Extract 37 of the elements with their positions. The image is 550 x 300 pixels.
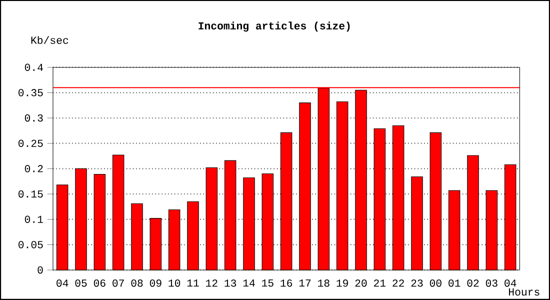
x-tick-label: 04 <box>56 280 68 287</box>
x-tick-label: 01 <box>448 280 460 287</box>
y-axis-title: Kb/sec <box>31 36 68 44</box>
x-tick-label: 00 <box>430 280 442 287</box>
x-tick-label: 05 <box>75 280 87 287</box>
y-tick-label: 0.3 <box>24 114 43 122</box>
chart-title: Incoming articles (size) <box>198 22 350 32</box>
x-tick-label: 16 <box>280 280 292 287</box>
y-tick-label: 0.1 <box>24 216 43 223</box>
x-tick-label: 14 <box>243 280 255 287</box>
x-tick-label: 18 <box>318 280 330 287</box>
x-tick-label: 17 <box>299 280 311 287</box>
x-tick-label: 02 <box>467 280 479 287</box>
x-tick-label: 04 <box>504 280 516 287</box>
x-tick-label: 11 <box>187 280 199 287</box>
y-tick-label: 0.4 <box>24 64 43 71</box>
x-tick-label: 12 <box>206 280 218 287</box>
y-tick-label: 0.25 <box>18 140 43 147</box>
x-tick-label: 20 <box>355 280 367 287</box>
x-tick-label: 15 <box>262 280 274 287</box>
y-tick-label: 0.2 <box>24 165 43 172</box>
x-tick-label: 08 <box>131 280 143 287</box>
x-tick-label: 22 <box>392 280 404 287</box>
x-tick-label: 06 <box>94 280 106 287</box>
x-tick-label: 23 <box>411 280 423 287</box>
y-tick-label: 0.05 <box>18 241 43 248</box>
x-tick-label: 09 <box>150 280 162 287</box>
x-tick-label: 07 <box>112 280 124 287</box>
x-tick-label: 21 <box>374 280 386 287</box>
x-axis-title: Hours <box>509 288 540 296</box>
y-tick-label: 0.15 <box>18 190 43 198</box>
y-tick-label: 0.35 <box>18 89 43 96</box>
x-tick-label: 19 <box>336 280 348 287</box>
x-tick-label: 10 <box>168 280 180 287</box>
x-tick-label: 03 <box>486 280 498 287</box>
x-tick-label: 13 <box>224 280 236 287</box>
y-tick-label: 0 <box>38 266 43 274</box>
